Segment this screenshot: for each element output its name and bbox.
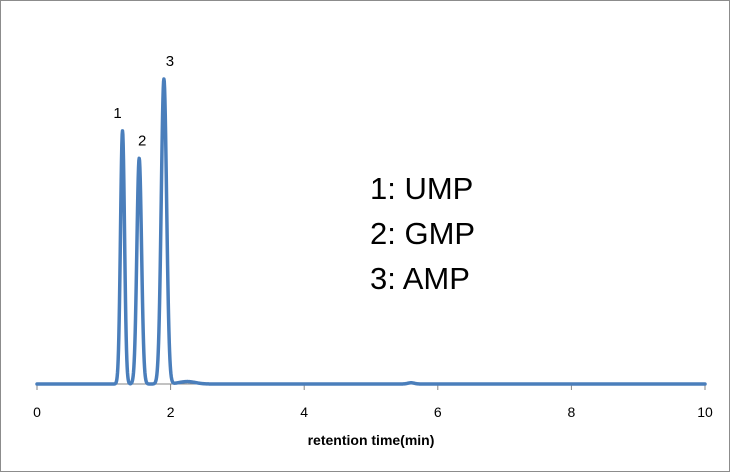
annotation-gmp: 2: GMP [370,216,475,251]
x-tick-label: 0 [33,404,41,420]
x-tick-label: 4 [300,404,308,420]
x-tick-label: 6 [434,404,442,420]
peak-label-1: 1 [113,105,121,122]
x-axis-title: retention time(min) [308,432,435,448]
peak-label-3: 3 [166,53,174,70]
x-tick-label: 8 [568,404,576,420]
x-tick-label: 10 [697,404,713,420]
chromatogram-series-line [35,77,707,386]
annotation-ump: 1: UMP [370,171,473,206]
legend-annotation: 1: UMP 2: GMP 3: AMP [370,171,475,296]
x-tick-label: 2 [167,404,175,420]
x-axis-tick-labels: 0 2 4 6 8 10 [33,404,713,420]
annotation-amp: 3: AMP [370,261,470,296]
peak-label-2: 2 [138,132,146,149]
peak-labels: 12 3 [113,53,174,149]
